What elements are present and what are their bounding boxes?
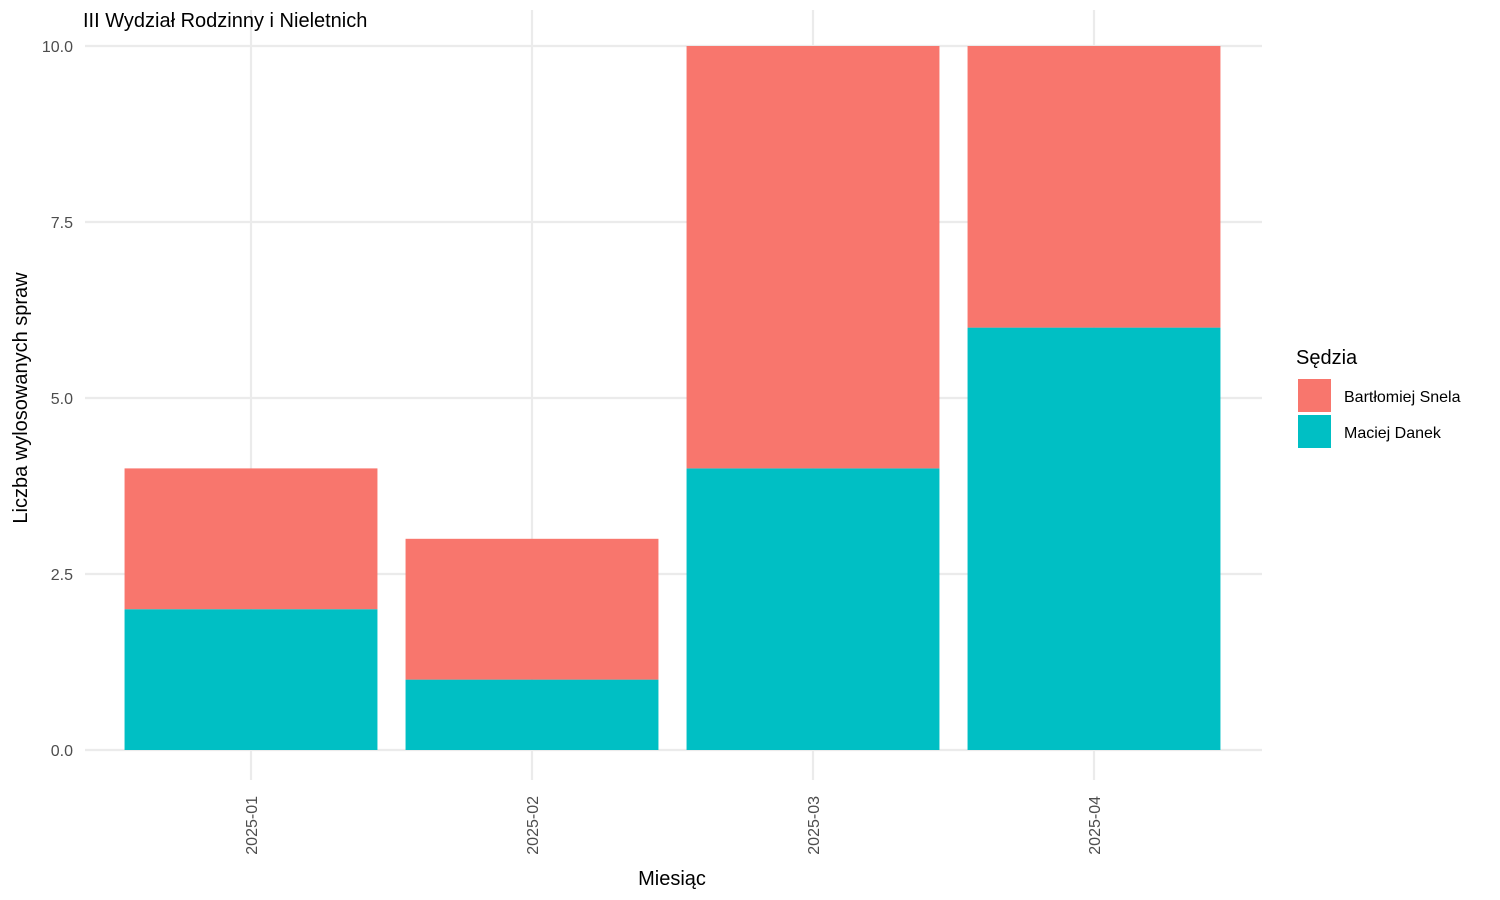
bar-bart-omiej-snela: [967, 46, 1221, 328]
y-tick-label: 2.5: [51, 567, 73, 584]
bar-maciej-danek: [686, 468, 940, 750]
legend-swatch: [1298, 415, 1331, 448]
bar-bart-omiej-snela: [686, 46, 940, 469]
bar-maciej-danek: [405, 679, 659, 750]
bar-maciej-danek: [124, 609, 378, 750]
bars-layer: [124, 46, 1221, 750]
bar-bart-omiej-snela: [124, 468, 378, 610]
x-tick-label: 2025-02: [525, 796, 542, 855]
legend-label: Bartłomiej Snela: [1344, 389, 1461, 406]
legend-label: Maciej Danek: [1344, 425, 1442, 442]
y-tick-label: 5.0: [51, 391, 73, 408]
chart-title: III Wydział Rodzinny i Nieletnich: [83, 10, 367, 32]
legend-title: Sędzia: [1296, 347, 1358, 369]
y-axis-ticks: 0.0 2.5 5.0 7.5 10.0: [42, 39, 73, 760]
y-tick-label: 7.5: [51, 215, 73, 232]
x-tick-label: 2025-04: [1087, 796, 1104, 855]
legend-swatch: [1298, 379, 1331, 412]
legend-items: Bartłomiej Snela Maciej Danek: [1298, 379, 1461, 448]
x-axis-ticks: 2025-01 2025-02 2025-03 2025-04: [244, 796, 1104, 855]
x-axis-title: Miesiąc: [638, 868, 706, 890]
legend: Sędzia Bartłomiej Snela Maciej Danek: [1296, 347, 1461, 448]
bar-maciej-danek: [967, 327, 1221, 750]
y-tick-label: 0.0: [51, 743, 73, 760]
y-tick-label: 10.0: [42, 39, 73, 56]
x-tick-label: 2025-03: [806, 796, 823, 855]
bar-bart-omiej-snela: [405, 538, 659, 680]
x-tick-label: 2025-01: [244, 796, 261, 855]
y-axis-title: Liczba wylosowanych spraw: [10, 272, 32, 524]
